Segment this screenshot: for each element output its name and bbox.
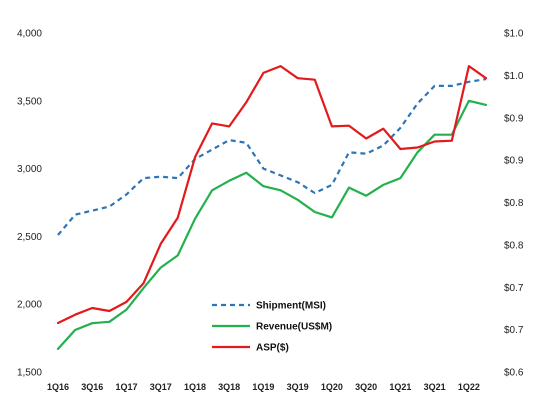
left-y-axis: 1,500 2,000 2,500 3,000 3,500 4,000 xyxy=(17,29,42,379)
legend-label: ASP($) xyxy=(256,343,289,354)
x-axis: 1Q16 3Q16 1Q17 3Q17 1Q18 3Q18 1Q19 3Q19 1Q20 3Q20… xyxy=(47,382,480,392)
series-line-revenue-us-m xyxy=(56,99,488,350)
series-line-shipment-msi xyxy=(57,78,487,236)
x-tick-label: 1Q19 xyxy=(252,382,274,392)
right-y-axis: $0.6 $0.7 $0.7 $0.8 $0.8 $0.9 $0.9 $1.0 $1.0 xyxy=(504,29,524,379)
left-y-tick-label: 2,000 xyxy=(17,300,42,311)
left-y-tick-label: 3,000 xyxy=(17,164,42,175)
legend-label: Shipment(MSI) xyxy=(256,301,326,312)
right-y-tick-label: $0.9 xyxy=(504,113,524,124)
right-y-tick-label: $1.0 xyxy=(504,29,524,40)
x-tick-label: 3Q21 xyxy=(424,382,446,392)
right-y-tick-label: $0.7 xyxy=(504,283,524,294)
legend: Shipment(MSI) Revenue(US$M) ASP($) xyxy=(212,301,332,354)
series-layer xyxy=(56,64,488,350)
right-y-tick-label: $0.7 xyxy=(504,325,524,336)
x-tick-label: 1Q18 xyxy=(184,382,206,392)
x-tick-label: 1Q16 xyxy=(47,382,69,392)
left-y-tick-label: 3,500 xyxy=(17,96,42,107)
x-tick-label: 1Q20 xyxy=(321,382,343,392)
series-line-asp xyxy=(56,64,488,325)
x-tick-label: 3Q17 xyxy=(150,382,172,392)
x-tick-label: 1Q17 xyxy=(115,382,137,392)
x-tick-label: 3Q18 xyxy=(218,382,240,392)
left-y-tick-label: 4,000 xyxy=(17,29,42,40)
x-tick-label: 3Q16 xyxy=(81,382,103,392)
right-y-tick-label: $0.8 xyxy=(504,240,524,251)
x-tick-label: 3Q20 xyxy=(355,382,377,392)
left-y-tick-label: 2,500 xyxy=(17,232,42,243)
x-tick-label: 3Q19 xyxy=(287,382,309,392)
right-y-tick-label: $1.0 xyxy=(504,71,524,82)
x-tick-label: 1Q22 xyxy=(458,382,480,392)
right-y-tick-label: $0.9 xyxy=(504,156,524,167)
right-y-tick-label: $0.8 xyxy=(504,198,524,209)
legend-label: Revenue(US$M) xyxy=(256,322,332,333)
right-y-tick-label: $0.6 xyxy=(504,368,524,379)
left-y-tick-label: 1,500 xyxy=(17,368,42,379)
x-tick-label: 1Q21 xyxy=(389,382,411,392)
